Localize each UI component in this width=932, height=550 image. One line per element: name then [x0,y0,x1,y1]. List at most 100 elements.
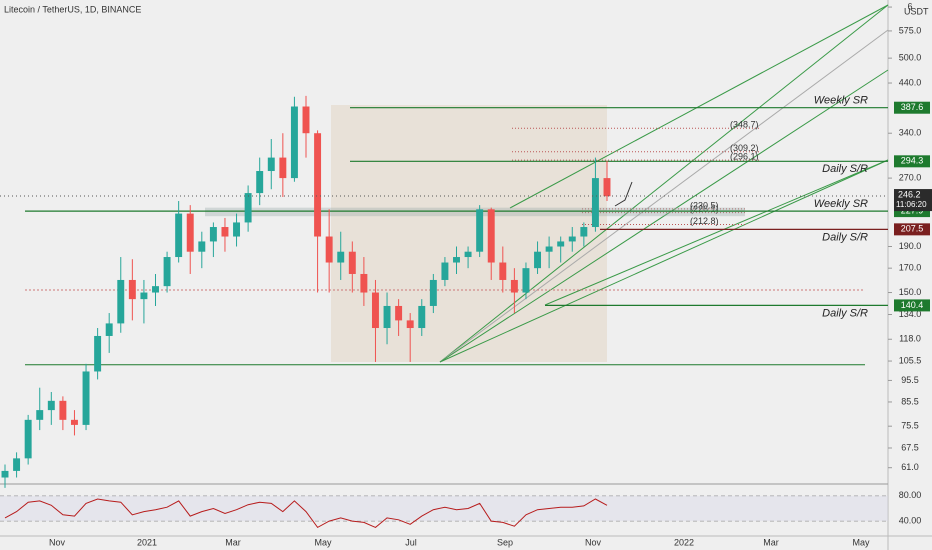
candle-body [82,371,90,425]
candle-body [406,320,414,329]
candle-body [267,157,275,172]
candle-body [441,262,449,280]
rsi-line [4,498,608,529]
candle-body [348,251,356,274]
candle-body [522,268,530,293]
candle-body [13,458,21,471]
candle-body [152,286,159,293]
candle-body [453,257,460,263]
x-axis-label: 2021 [137,537,157,547]
candle-body [244,193,252,223]
candle-body [221,227,229,237]
level-price: 207.5 [901,224,924,234]
level-label: Daily S/R [822,307,868,319]
candle-body [256,171,264,194]
candle-body [360,273,368,293]
sr-zone [205,207,745,217]
x-axis-label: Mar [763,537,779,547]
level-label: Weekly SR [814,95,868,107]
candle-body [186,213,194,252]
candle-body [94,335,102,372]
level-price: 387.6 [901,102,924,112]
y-tick-label: 67.5 [901,442,919,452]
chart-title: Litecoin / TetherUS, 1D, BINANCE [4,4,141,14]
y-tick-label: 575.0 [899,25,922,35]
y-tick-label: 61.0 [901,462,919,472]
candle-body [510,279,518,293]
y-tick-label: 134.0 [899,309,922,319]
currency-label: USDT [904,6,929,16]
y-tick-label: 105.5 [899,355,922,365]
candle-body [24,419,32,459]
candle-body [464,251,472,258]
rsi-band [0,495,888,522]
x-axis-label: Nov [49,537,66,547]
x-axis-label: Nov [585,537,602,547]
candle-body [429,279,437,306]
fib-label: (309.2) [730,143,759,153]
level-price: 140.4 [901,300,924,310]
candle-body [603,178,611,197]
candle-body [105,323,113,336]
x-axis-label: 2022 [674,537,694,547]
candle-body [117,279,125,324]
candle-body [128,279,136,300]
candle-body [383,305,391,329]
x-axis-label: Sep [497,537,513,547]
candle-body [36,410,44,420]
candle-body [175,213,183,258]
projection-arrow [614,181,633,207]
countdown: 11:06:20 [896,200,927,209]
fib-label: (226.1) [690,204,719,214]
last-price: 246.2 [898,189,921,199]
fib-label: (296.1) [730,152,759,162]
y-tick-label: 340.0 [899,128,922,138]
candle-body [487,209,495,263]
candle-body [233,222,241,237]
candle-body [59,400,67,420]
candle-body [557,241,565,247]
y-tick-label: 190.0 [899,241,922,251]
candle-body [47,400,55,411]
candle-body [314,133,322,237]
candle-body [1,470,9,478]
level-price-box [894,299,930,312]
candle-body [580,227,588,237]
y-tick-label: 6 [907,1,912,11]
candle-body [325,236,333,263]
candle-body [209,227,217,242]
candle-body [371,292,379,329]
level-label: Weekly SR [814,198,868,210]
channel-line [509,4,889,209]
level-price-box [894,101,930,114]
x-axis-label: May [314,537,332,547]
candle-body [302,106,310,134]
candle-body [140,292,148,300]
channel-line [439,69,889,363]
candle-body [198,241,206,252]
last-price-box [894,189,932,212]
candle-body [395,305,403,321]
y-tick-label: 85.5 [901,396,919,406]
level-label: Daily S/R [822,231,868,243]
y-tick-label: 500.0 [899,53,922,63]
rsi-tick-label: 40.00 [899,515,922,525]
candle-body [568,236,576,242]
rsi-tick-label: 80.00 [899,490,922,500]
y-tick-label: 440.0 [899,77,922,87]
level-price-box [894,223,930,236]
y-tick-label: 270.0 [899,172,922,182]
candle-body [499,262,507,280]
candle-body [545,246,553,252]
candle-body [337,251,345,263]
candle-body [418,305,426,329]
candle-body [70,419,78,425]
x-axis-label: Mar [225,537,241,547]
y-tick-label: 150.0 [899,287,922,297]
candle-body [279,157,287,179]
channel-line [439,159,889,363]
candle-body [591,178,599,228]
x-axis-label: Jul [405,537,417,547]
fib-label: (230.5) [690,200,719,210]
